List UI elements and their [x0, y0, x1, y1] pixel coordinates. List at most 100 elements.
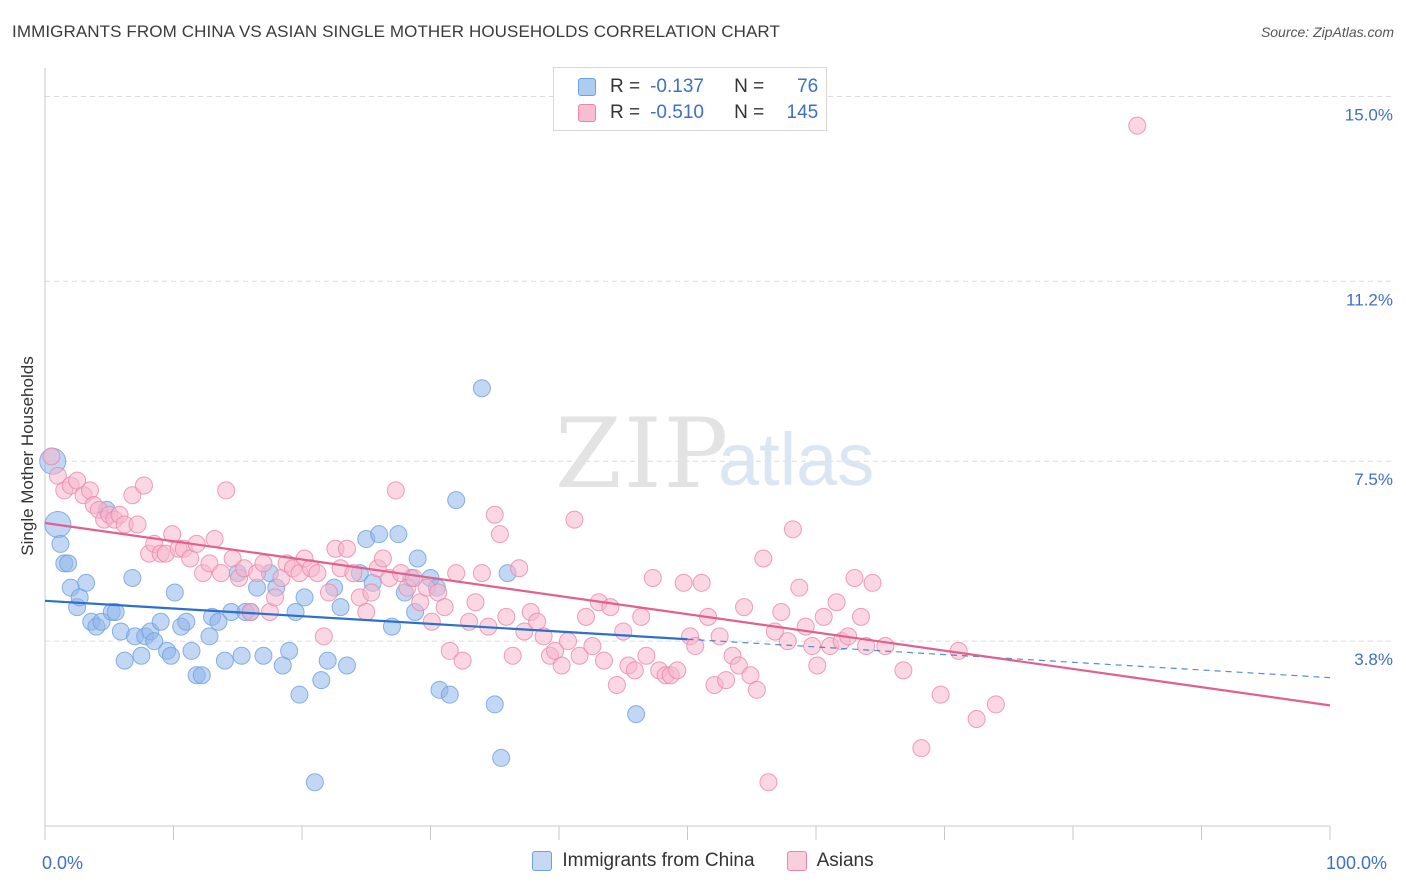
point-asians-87: [565, 510, 584, 529]
point-asians-15: [128, 515, 147, 534]
point-asians-64: [422, 612, 441, 631]
point-china-32: [200, 627, 219, 646]
trend-lines: [44, 521, 1331, 707]
point-asians-89: [576, 607, 595, 626]
point-asians-76: [497, 607, 516, 626]
watermark-atlas: atlas: [718, 418, 874, 501]
point-asians-72: [472, 564, 491, 583]
watermark-zip: ZIP: [555, 398, 730, 510]
point-asians-115: [735, 598, 754, 617]
point-asians-130: [827, 593, 846, 612]
point-asians-114: [729, 656, 748, 675]
legend-n-value-china: 76: [797, 76, 819, 97]
point-asians-30: [217, 481, 236, 500]
legend-label-asians: Asians: [816, 850, 874, 871]
point-china-35: [215, 651, 234, 670]
point-asians-136: [863, 573, 882, 592]
point-asians-97: [625, 661, 644, 680]
point-china-16: [115, 651, 134, 670]
legend-item-china[interactable]: Immigrants from China: [532, 850, 755, 872]
point-asians-117: [747, 680, 766, 699]
point-asians-139: [912, 739, 931, 758]
point-asians-46: [314, 627, 333, 646]
point-asians-67: [440, 641, 459, 660]
point-china-69: [440, 685, 459, 704]
legend-r-label-asians: R =: [610, 102, 641, 123]
gridlines: [45, 95, 1393, 642]
point-asians-90: [583, 637, 602, 656]
point-asians-86: [558, 632, 577, 651]
y-axis-label: Single Mother Households: [18, 356, 37, 556]
point-asians-100: [643, 568, 662, 587]
point-asians-94: [607, 675, 626, 694]
legend-n-label-asians: N =: [734, 102, 765, 123]
point-china-31: [192, 666, 211, 685]
point-asians-144: [1128, 116, 1147, 135]
point-asians-75: [490, 525, 509, 544]
point-asians-54: [362, 583, 381, 602]
point-asians-126: [803, 637, 822, 656]
trend-line-asians: [44, 521, 1331, 707]
point-asians-85: [552, 656, 571, 675]
point-china-52: [318, 651, 337, 670]
point-china-17: [123, 568, 142, 587]
y-tick-label-2: 11.2%: [1346, 290, 1393, 309]
point-asians-77: [503, 646, 522, 665]
point-china-61: [389, 525, 408, 544]
point-asians-29: [212, 564, 231, 583]
point-asians-118: [754, 549, 773, 568]
point-asians-111: [710, 627, 729, 646]
point-asians-47: [319, 583, 338, 602]
point-asians-143: [986, 695, 1005, 714]
point-china-23: [151, 612, 170, 631]
point-china-2: [51, 534, 70, 553]
point-asians-135: [857, 637, 876, 656]
point-asians-79: [515, 622, 534, 641]
legend-row-china: R = -0.137 N = 76: [578, 75, 818, 99]
point-asians-95: [614, 622, 633, 641]
point-china-38: [232, 646, 251, 665]
point-asians-50: [337, 539, 356, 558]
point-china-51: [312, 671, 331, 690]
correlation-legend: R = -0.137 N = 76 R = -0.510 N = 145: [553, 67, 827, 131]
point-asians-38: [266, 588, 285, 607]
point-asians-69: [453, 651, 472, 670]
point-asians-82: [534, 627, 553, 646]
point-china-34: [209, 612, 228, 631]
series-legend: Immigrants from China Asians: [0, 850, 1406, 872]
legend-swatch-asians: [578, 104, 596, 122]
point-asians-99: [637, 646, 656, 665]
x-tick-label-min: 0.0%: [42, 853, 84, 873]
point-asians-27: [200, 554, 219, 573]
point-china-14: [106, 603, 125, 621]
point-asians-14: [123, 486, 142, 505]
point-asians-98: [632, 607, 651, 626]
point-china-4: [59, 554, 78, 573]
point-asians-58: [386, 481, 405, 500]
point-china-28: [177, 612, 196, 631]
point-asians-104: [668, 661, 687, 680]
point-china-70: [447, 491, 466, 510]
axes: [44, 68, 1331, 840]
point-china-19: [132, 646, 151, 665]
y-tick-label-1: 7.5%: [1354, 470, 1393, 489]
point-asians-88: [570, 646, 589, 665]
source-label: Source: ZipAtlas.com: [1260, 24, 1394, 40]
point-china-54: [331, 598, 350, 617]
legend-item-asians[interactable]: Asians: [786, 850, 874, 872]
point-asians-16: [134, 476, 153, 495]
series-asians-points: [42, 116, 1147, 792]
point-asians-92: [594, 651, 613, 670]
point-asians-112: [717, 671, 736, 690]
point-china-71: [472, 379, 491, 398]
legend-r-label-china: R =: [610, 76, 641, 97]
legend-r-value-asians: -0.510: [650, 102, 704, 123]
legend-row-asians: R = -0.510 N = 145: [578, 101, 818, 125]
point-asians-93: [601, 598, 620, 617]
x-tick-label-max: 100.0%: [1326, 853, 1388, 873]
legend-color-china: [532, 851, 553, 871]
point-asians-78: [510, 559, 529, 578]
point-china-50: [305, 773, 324, 792]
point-china-65: [408, 549, 427, 568]
